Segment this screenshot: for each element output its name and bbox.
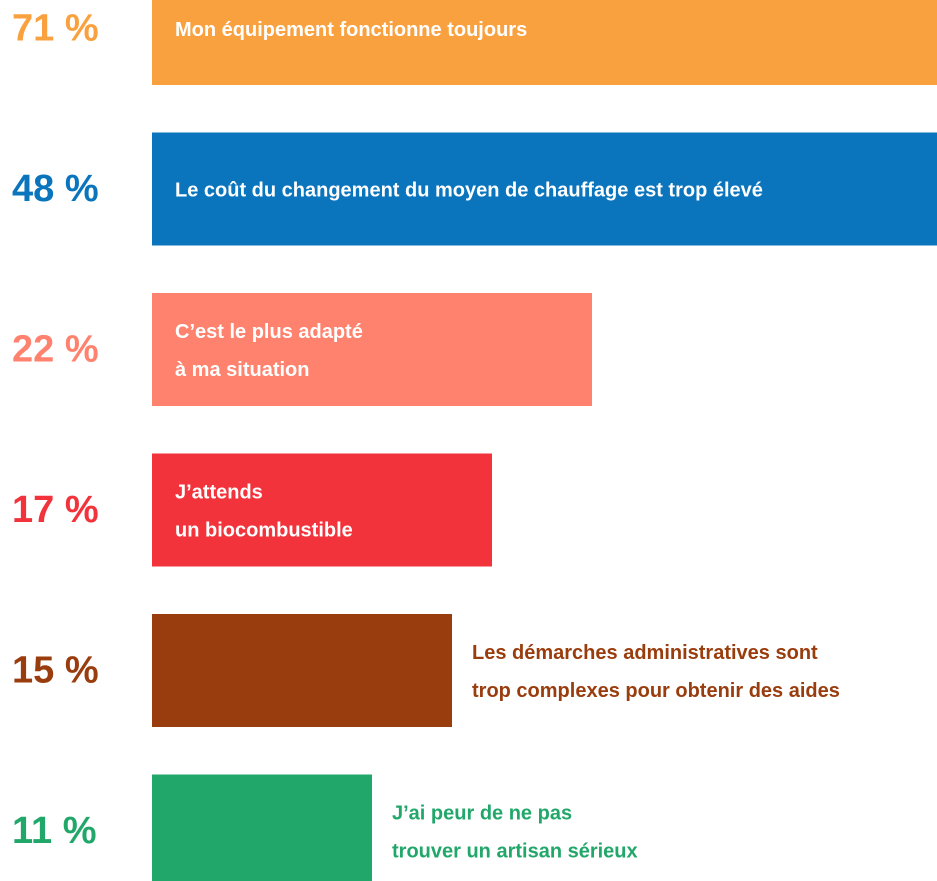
- category-label: J’attends: [175, 481, 263, 503]
- category-label: Mon équipement fonctionne toujours: [175, 19, 527, 41]
- category-label: C’est le plus adapté: [175, 321, 363, 343]
- value-label: 17 %: [12, 489, 99, 531]
- category-label: trop complexes pour obtenir des aides: [472, 680, 840, 702]
- category-label: trouver un artisan sérieux: [392, 840, 638, 862]
- category-label: J’ai peur de ne pas: [392, 802, 572, 824]
- value-label: 71 %: [12, 8, 99, 50]
- bar: [152, 0, 937, 85]
- category-label: à ma situation: [175, 359, 309, 381]
- value-label: 22 %: [12, 329, 99, 371]
- bar: [152, 614, 452, 727]
- value-label: 11 %: [12, 810, 97, 852]
- bar: [152, 293, 592, 406]
- category-label: Les démarches administratives sont: [472, 642, 818, 664]
- value-label: 48 %: [12, 168, 99, 210]
- bar: [152, 774, 372, 881]
- value-label: 15 %: [12, 650, 99, 692]
- bar: [152, 453, 492, 567]
- category-label: un biocombustible: [175, 519, 353, 541]
- category-label: Le coût du changement du moyen de chauff…: [175, 179, 763, 201]
- bar: [152, 132, 937, 246]
